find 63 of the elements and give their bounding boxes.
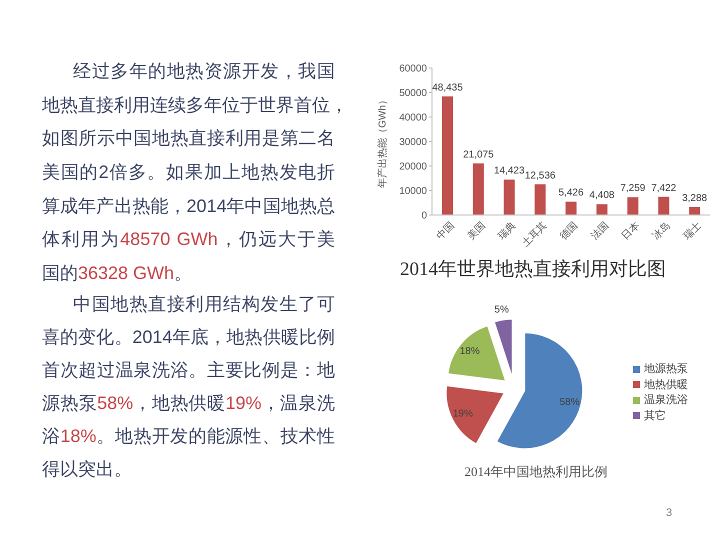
data-label: 48,435: [432, 82, 464, 94]
x-tick-label: 法国: [588, 219, 612, 242]
x-tick-label: 土耳其: [520, 219, 550, 250]
x-tick-label: 美国: [464, 219, 488, 242]
data-label: 5,426: [558, 188, 584, 199]
x-tick-label: 德国: [558, 220, 580, 242]
bar: [627, 197, 638, 215]
text: 19%: [225, 393, 262, 413]
bar: [472, 163, 484, 215]
text: 36328 GWh: [78, 263, 174, 284]
y-axis-title: 年产出热能（GWh）: [376, 95, 389, 188]
text: ，温泉洗: [261, 393, 336, 413]
x-tick-label: 冰岛: [650, 219, 673, 242]
y-tick-label: 50000: [399, 88, 428, 100]
bar: [566, 202, 577, 215]
bar: [504, 180, 515, 215]
bar: [658, 196, 670, 215]
x-tick-label: 日本: [619, 219, 642, 242]
bar: [689, 206, 700, 215]
bar: [534, 184, 546, 215]
bar: [442, 96, 453, 215]
x-tick-label: 中国: [434, 219, 457, 242]
data-label: 14,423: [494, 166, 526, 177]
y-tick-label: 0: [421, 210, 428, 222]
text: 中国地热直接利用结构发生了可喜的变化。2014年底，地热供暖比例首次超过温泉洗浴。主要比例是：地: [42, 294, 335, 380]
data-label: 12,536: [524, 170, 556, 182]
legend-label: 温泉洗浴: [644, 394, 688, 406]
legend-label: 地源热泵: [644, 363, 688, 375]
text: 源热泵: [42, 393, 98, 413]
y-tick-label: 30000: [399, 137, 428, 148]
text: 18%: [60, 426, 96, 446]
y-tick-label: 40000: [399, 112, 428, 124]
text: 。: [174, 263, 192, 284]
x-tick-label: 瑞士: [681, 219, 704, 242]
data-label: 58%: [560, 396, 580, 408]
text: 国的: [42, 263, 78, 284]
y-tick-label: 10000: [399, 186, 428, 198]
text: 体利用为: [42, 229, 120, 250]
bar: [596, 204, 608, 215]
text: ，仍远大于美: [218, 229, 336, 250]
text: ，地热供暖: [133, 393, 226, 413]
data-label: 5%: [494, 304, 509, 316]
data-label: 7,422: [651, 182, 677, 194]
data-label: 21,075: [463, 149, 494, 160]
data-label: 18%: [460, 346, 480, 357]
text: 3: [666, 507, 672, 519]
text: 得以突出。: [42, 459, 132, 479]
data-label: 19%: [452, 408, 473, 420]
text: 2014年世界地热直接利用对比图: [399, 258, 667, 282]
legend-label: 地热供暖: [644, 378, 688, 390]
x-tick-label: 瑞典: [496, 219, 518, 242]
text: 58%: [97, 393, 134, 413]
y-tick-label: 20000: [399, 162, 428, 173]
legend-label: 其它: [644, 410, 666, 422]
text: 。地热开发的能源性、技术性: [96, 426, 336, 446]
text: 48570 GWh: [120, 229, 218, 250]
data-label: 3,288: [682, 192, 708, 204]
data-label: 4,408: [589, 190, 615, 202]
y-tick-label: 60000: [399, 64, 428, 75]
data-label: 7,259: [620, 183, 646, 194]
text: 2014年中国地热利用比例: [464, 463, 608, 481]
text: 浴: [42, 426, 60, 446]
text: 经过多年的地热资源开发，我国地热直接利用连续多年位于世界首位，如图所示中国地热直接利用是第二名美国的2倍多。如果加上地热发电折算成年产出热能，2014年中国地热总: [42, 61, 348, 216]
